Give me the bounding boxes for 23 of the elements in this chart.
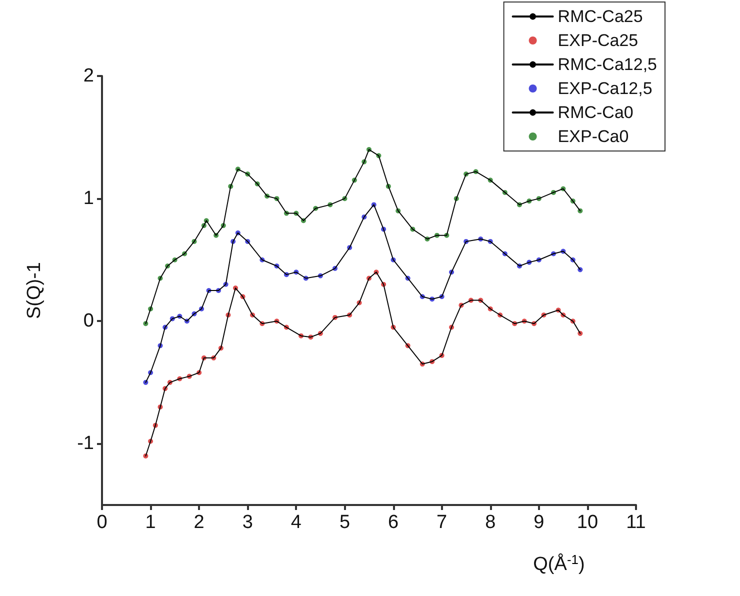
x-tick-label: 0 [96, 512, 108, 533]
legend-label: RMC-Ca25 [558, 7, 643, 26]
x-tick-label: 10 [576, 512, 598, 533]
x-tick-label: 3 [242, 512, 253, 533]
x-tick-label: 6 [388, 512, 399, 533]
x-tick-label: 1 [145, 512, 156, 533]
x-tick-label: 5 [339, 512, 350, 533]
y-tick-label: 0 [83, 310, 94, 332]
y-axis-title: S(Q)-1 [24, 262, 45, 319]
x-tick-label: 8 [485, 512, 496, 533]
x-tick-label: 9 [534, 512, 544, 533]
legend-label: EXP-Ca0 [558, 127, 629, 146]
legend-label: EXP-Ca25 [558, 31, 638, 50]
y-tick-label: 2 [83, 66, 94, 86]
y-tick-label: -1 [77, 433, 94, 454]
x-tick-label: 11 [626, 512, 646, 533]
x-tick-label: 4 [290, 512, 302, 533]
x-tick-label: 7 [436, 512, 448, 533]
legend-label: RMC-Ca0 [558, 103, 634, 122]
legend-label: RMC-Ca12,5 [558, 55, 658, 74]
legend-label: EXP-Ca12,5 [558, 79, 652, 98]
x-tick-label: 2 [194, 512, 204, 533]
y-tick-label: 1 [83, 188, 94, 210]
